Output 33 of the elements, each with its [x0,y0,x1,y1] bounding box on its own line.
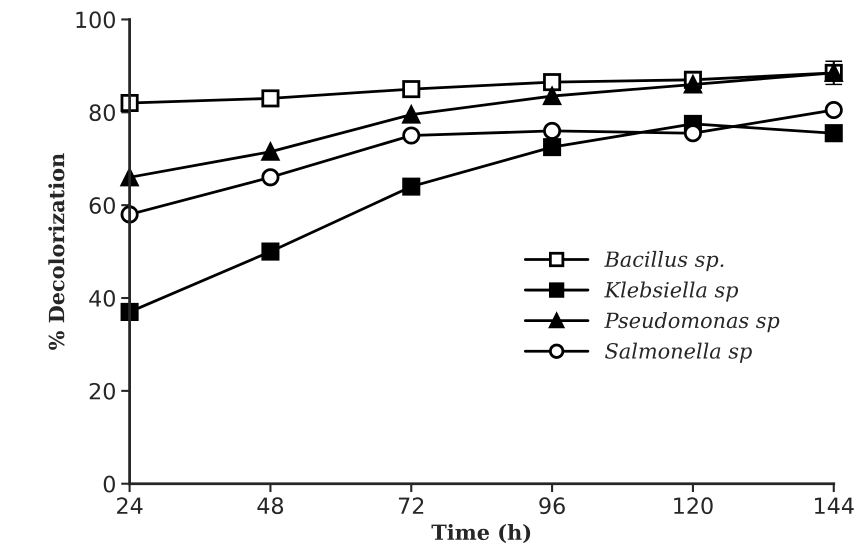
y-tick-label: 100 [76,11,115,28]
point [261,89,280,108]
point [684,75,702,94]
x-axis-title: Time (h) [432,524,530,544]
y-axis-title: % Decolorization [48,153,64,350]
y-tick-label: 20 [90,382,115,400]
point [543,138,562,156]
point [402,178,420,196]
point [402,126,420,145]
point [824,100,843,120]
point [543,87,562,106]
x-tick-label: 96 [539,497,565,514]
point [543,73,562,92]
point [402,106,420,124]
point [543,122,562,140]
x-tick-label: 144 [814,498,854,514]
y-tick-label: 40 [89,290,115,307]
x-tick-label: 72 [398,497,424,514]
point [824,124,843,142]
y-tick-label: 80 [90,104,115,122]
x-tick-label: 48 [257,497,284,514]
legend-label: Klebsiella sp [604,282,738,302]
x-tick-label: 24 [117,497,142,514]
legend-label: Pseudomonas sp [604,312,780,332]
point [261,242,280,261]
point [261,142,280,161]
y-tick-label: 0 [104,476,115,492]
legend-label: Bacillus sp. [604,250,724,272]
y-tick-label: 60 [90,197,115,214]
point [261,168,280,186]
x-tick-label: 120 [674,497,713,514]
point [402,80,420,98]
legend-label: Salmonella sp [605,342,752,363]
